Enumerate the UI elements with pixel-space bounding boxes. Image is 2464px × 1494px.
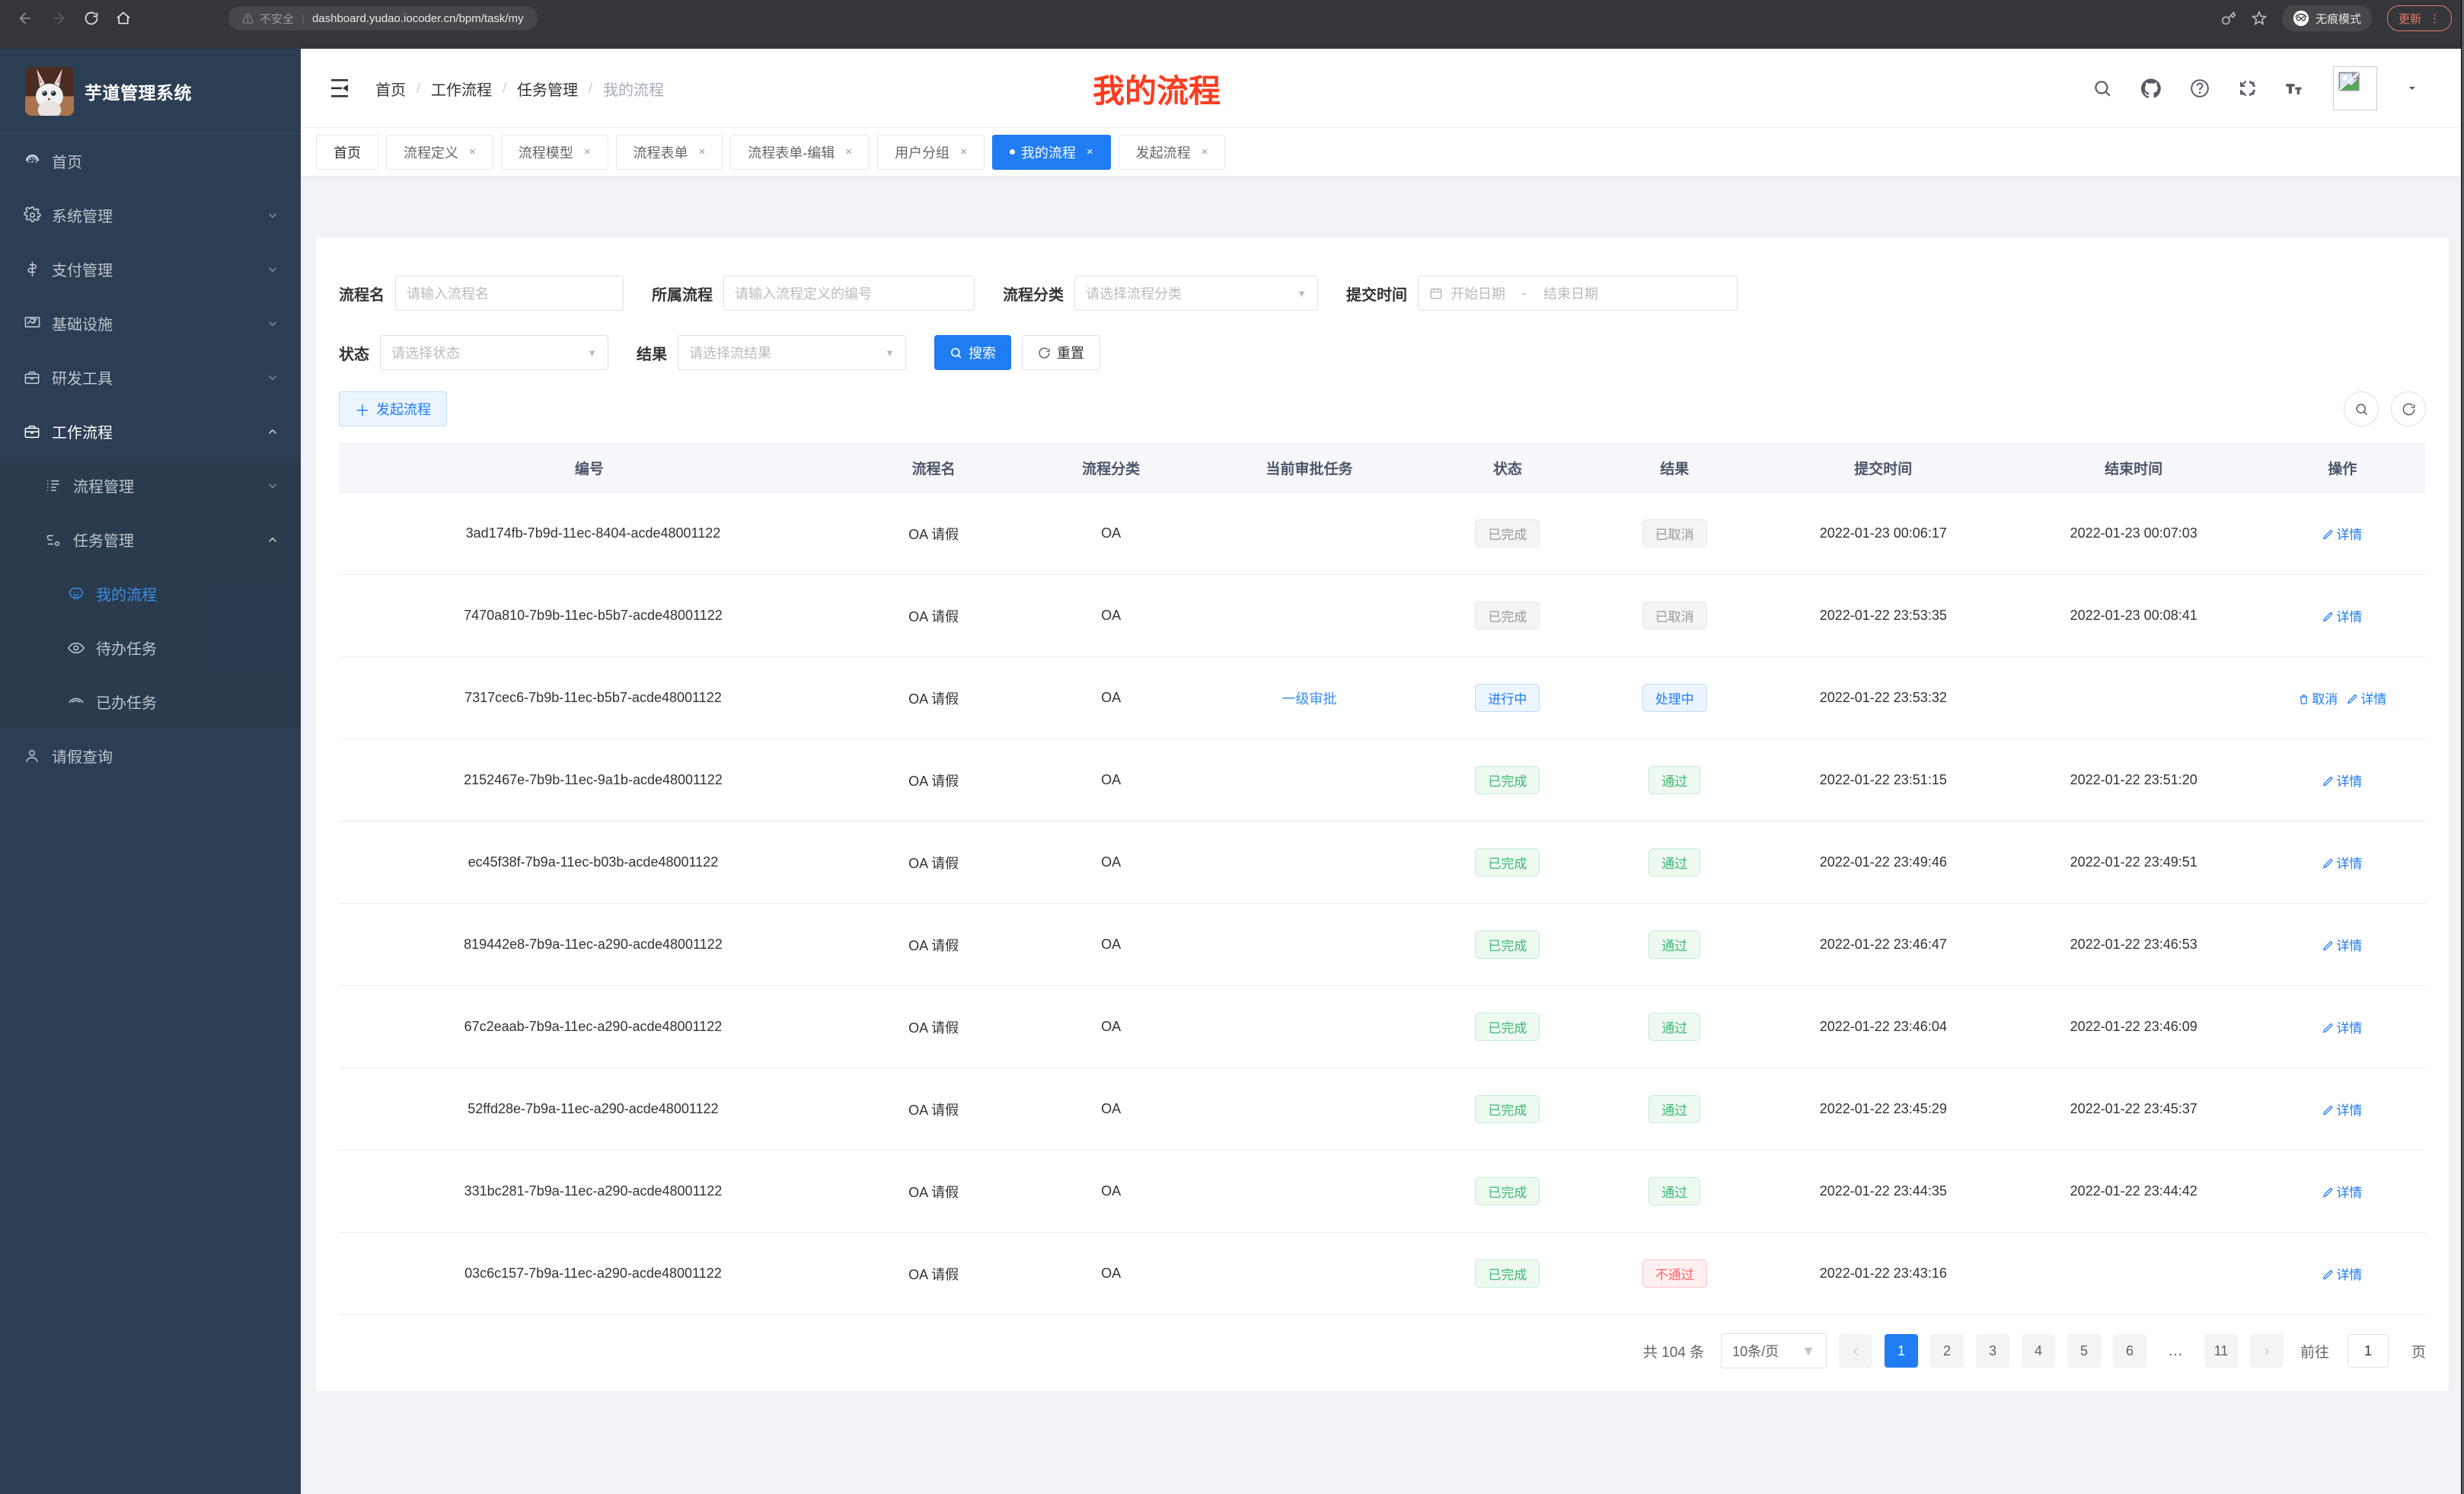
svg-text:T: T (2287, 83, 2294, 96)
svg-text:T: T (2296, 87, 2301, 96)
